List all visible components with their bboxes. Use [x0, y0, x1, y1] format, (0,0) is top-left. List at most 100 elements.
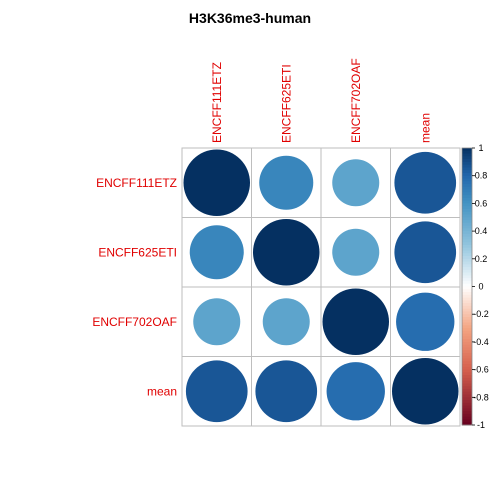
colorbar-segment [462, 172, 472, 177]
colorbar-segment [462, 156, 472, 160]
colorbar-segment [462, 236, 472, 240]
colorbar-segment [462, 267, 472, 271]
correlation-circle-0-2 [332, 159, 380, 207]
colorbar-segment [462, 242, 472, 246]
correlation-circle-2-2 [322, 288, 389, 355]
colorbar-segment [462, 181, 472, 185]
colorbar-segment [462, 394, 472, 398]
colorbar-segment [462, 358, 472, 362]
colorbar-segment [462, 225, 472, 229]
colorbar-segment [462, 244, 472, 249]
row-label: ENCFF702OAF [92, 315, 177, 329]
colorbar-segment [462, 159, 472, 163]
correlation-circle-1-3 [394, 221, 457, 284]
colorbar-tick-label: -0.2 [473, 309, 489, 319]
colorbar-segment [462, 361, 472, 365]
colorbar-segment [462, 366, 472, 371]
correlation-circle-0-0 [183, 149, 250, 216]
column-label: ENCFF625ETI [279, 64, 293, 143]
colorbar-segment [462, 239, 472, 243]
colorbar-segment [462, 339, 472, 343]
colorbar-segment [462, 314, 472, 318]
colorbar-segment [462, 303, 472, 307]
colorbar-segment [462, 419, 472, 423]
colorbar-segment [462, 372, 472, 376]
colorbar-segment [462, 206, 472, 210]
colorbar-segment [462, 305, 472, 310]
correlation-circle-3-2 [326, 362, 385, 421]
colorbar-segment [462, 214, 472, 218]
colorbar-tick-label: 0.4 [475, 226, 488, 236]
colorbar-segment [462, 272, 472, 276]
colorbar-segment [462, 300, 472, 304]
colorbar-tick-label: 0.8 [475, 171, 488, 181]
colorbar-segment [462, 220, 472, 224]
colorbar-tick-label: 0 [478, 282, 483, 292]
colorbar-segment [462, 278, 472, 282]
correlation-circle-3-1 [255, 360, 318, 423]
colorbar-segment [462, 411, 472, 415]
colorbar-segment [462, 408, 472, 412]
colorbar-segment [462, 186, 472, 191]
colorbar-segment [462, 261, 472, 265]
colorbar-segment [462, 308, 472, 312]
colorbar-segment [462, 247, 472, 251]
colorbar-segment [462, 148, 472, 152]
colorbar-segment [462, 231, 472, 235]
colorbar-tick-label: -0.8 [473, 392, 489, 402]
colorbar-segment [462, 178, 472, 182]
colorbar-segment [462, 350, 472, 354]
colorbar-segment [462, 256, 472, 260]
correlation-circle-3-0 [185, 360, 248, 423]
colorbar-segment [462, 344, 472, 348]
colorbar-segment [462, 286, 472, 290]
colorbar-segment [462, 397, 472, 401]
colorbar-segment [462, 386, 472, 390]
column-label: ENCFF702OAF [349, 58, 363, 143]
colorbar-segment [462, 228, 472, 232]
row-label: ENCFF111ETZ [96, 176, 177, 190]
correlation-circle-0-1 [259, 155, 314, 210]
correlation-circle-2-1 [262, 298, 310, 346]
colorbar-segment [462, 233, 472, 238]
colorbar-segment [462, 422, 472, 426]
colorbar-segment [462, 380, 472, 384]
colorbar-segment [462, 347, 472, 351]
colorbar-segment [462, 175, 472, 179]
correlation-circle-1-0 [189, 225, 244, 280]
colorbar-segment [462, 269, 472, 274]
colorbar-segment [462, 192, 472, 196]
colorbar-segment [462, 203, 472, 207]
colorbar-segment [462, 377, 472, 382]
colorbar-segment [462, 164, 472, 168]
colorbar-segment [462, 402, 472, 407]
colorbar-segment [462, 153, 472, 157]
colorbar-segment [462, 319, 472, 324]
colorbar-segment [462, 383, 472, 387]
colorbar-segment [462, 170, 472, 174]
correlation-circle-1-1 [253, 219, 320, 286]
colorbar-segment [462, 336, 472, 340]
colorbar-segment [462, 400, 472, 404]
colorbar-segment [462, 275, 472, 279]
colorbar-segment [462, 250, 472, 254]
correlation-circle-1-2 [332, 228, 380, 276]
colorbar-segment [462, 195, 472, 199]
colorbar-segment [462, 189, 472, 193]
colorbar-tick-label: 1 [478, 143, 483, 153]
colorbar-segment [462, 264, 472, 268]
colorbar-segment [462, 328, 472, 332]
colorbar-tick-label: -0.4 [473, 337, 489, 347]
colorbar-tick-label: 0.2 [475, 254, 488, 264]
chart-title: H3K36me3-human [189, 10, 311, 26]
colorbar-segment [462, 292, 472, 296]
colorbar-segment [462, 330, 472, 335]
colorbar-segment [462, 283, 472, 287]
colorbar-segment [462, 200, 472, 204]
colorbar-segment [462, 341, 472, 346]
correlation-circle-0-3 [394, 151, 457, 214]
correlation-circle-2-3 [396, 292, 455, 351]
colorbar-segment [462, 413, 472, 418]
correlation-circle-3-3 [392, 358, 459, 425]
